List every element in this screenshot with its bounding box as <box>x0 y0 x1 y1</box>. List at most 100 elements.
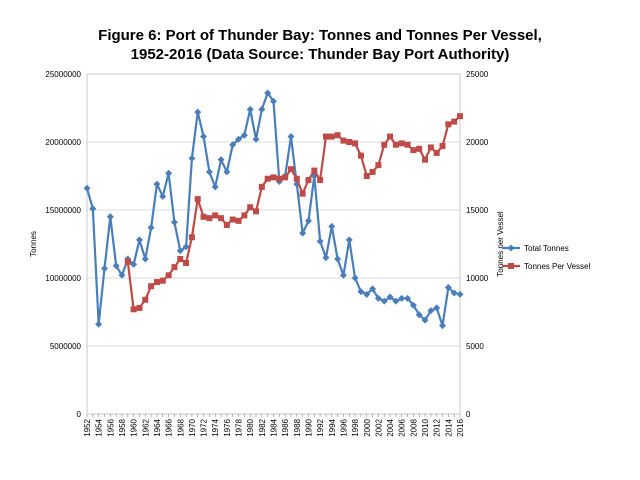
total-tonnes-point <box>287 133 295 141</box>
tonnes-per-vessel-point <box>404 141 411 148</box>
x-tick-label: 2004 <box>386 418 395 436</box>
total-tonnes-point <box>433 304 441 312</box>
tonnes-per-vessel-point <box>276 175 283 182</box>
total-tonnes-point <box>176 247 184 255</box>
total-tonnes-point <box>444 284 452 292</box>
x-tick-label: 1986 <box>281 418 290 436</box>
x-tick-label: 1984 <box>270 418 279 436</box>
x-tick-label: 1970 <box>188 418 197 436</box>
total-tonnes-point <box>170 218 178 226</box>
tonnes-per-vessel-point <box>212 212 219 219</box>
tonnes-per-vessel-point <box>381 141 388 148</box>
tonnes-per-vessel-point <box>194 196 201 203</box>
tonnes-per-vessel-point <box>136 304 143 311</box>
total-tonnes-point <box>398 294 406 302</box>
tonnes-per-vessel-point <box>334 132 341 139</box>
total-tonnes-point <box>95 320 103 328</box>
tonnes-per-vessel-point <box>206 215 213 222</box>
tonnes-per-vessel-point <box>369 168 376 175</box>
x-tick-label: 1958 <box>118 418 127 436</box>
total-tonnes-point <box>130 260 138 268</box>
tonnes-per-vessel-point <box>451 118 458 125</box>
chart-title-line-2: 1952-2016 (Data Source: Thunder Bay Port… <box>131 46 510 63</box>
x-tick-label: 2012 <box>433 418 442 436</box>
x-tick-label: 2016 <box>456 418 465 436</box>
total-tonnes-point <box>246 105 254 113</box>
tonnes-per-vessel-point <box>235 217 242 224</box>
total-tonnes-point <box>456 290 464 298</box>
total-tonnes-point <box>118 271 126 279</box>
x-tick-label: 2002 <box>374 418 383 436</box>
x-tick-label: 2008 <box>409 418 418 436</box>
tonnes-per-vessel-legend-label: Tonnes Per Vessel <box>524 262 590 271</box>
x-tick-label: 1954 <box>95 418 104 436</box>
tonnes-per-vessel-point <box>305 177 312 184</box>
y-tick-label-right: 20000 <box>466 138 489 147</box>
total-tonnes-point <box>135 236 143 244</box>
total-tonnes-point <box>252 135 260 143</box>
total-tonnes-point <box>392 297 400 305</box>
tonnes-per-vessel-point <box>433 149 440 156</box>
total-tonnes-point <box>270 97 277 105</box>
total-tonnes-point <box>439 322 447 330</box>
tonnes-per-vessel-point <box>253 208 260 215</box>
total-tonnes-point <box>322 254 330 262</box>
x-tick-label: 2010 <box>421 418 430 436</box>
tonnes-per-vessel-point <box>346 139 353 145</box>
y-tick-label-right: 25000 <box>466 70 489 79</box>
tonnes-per-vessel-point <box>287 166 294 173</box>
total-tonnes-point <box>205 168 213 176</box>
total-tonnes-point <box>427 307 435 315</box>
x-tick-label: 2006 <box>398 418 407 436</box>
total-tonnes-point <box>182 243 190 251</box>
total-tonnes-point <box>339 271 347 279</box>
tonnes-per-vessel-point <box>229 216 236 223</box>
y-tick-label-right: 5000 <box>466 342 484 351</box>
y-tick-label-left: 15000000 <box>45 206 81 215</box>
x-tick-label: 1988 <box>293 418 302 436</box>
tonnes-per-vessel-point <box>322 133 329 140</box>
total-tonnes-point <box>223 168 231 176</box>
tonnes-per-vessel-point <box>422 156 429 163</box>
x-tick-label: 1998 <box>351 418 360 436</box>
tonnes-per-vessel-point <box>410 147 417 154</box>
x-tick-label: 1990 <box>304 418 313 436</box>
total-tonnes-point <box>380 297 388 305</box>
x-tick-label: 1996 <box>339 418 348 436</box>
tonnes-per-vessel-point <box>457 113 463 120</box>
total-tonnes-point <box>316 237 324 245</box>
legend: Total Tonnes Tonnes Per Vessel <box>502 244 590 271</box>
total-tonnes-point <box>357 288 365 296</box>
x-tick-label: 1980 <box>246 418 255 436</box>
total-tonnes-point <box>409 301 417 309</box>
total-tonnes-point <box>334 255 342 263</box>
total-tonnes-point <box>328 222 336 230</box>
x-tick-label: 2000 <box>363 418 372 436</box>
x-tick-label: 1976 <box>223 418 232 436</box>
tonnes-per-vessel-point <box>299 190 306 197</box>
y-tick-label-left: 5000000 <box>50 342 82 351</box>
x-tick-label: 1962 <box>141 418 150 436</box>
total-tonnes-point <box>147 224 155 232</box>
tonnes-per-vessel-point <box>392 141 399 148</box>
x-tick-label: 1964 <box>153 418 162 436</box>
tonnes-per-vessel-point <box>223 221 230 228</box>
plot-area <box>86 73 461 415</box>
total-tonnes-point <box>363 290 371 298</box>
tonnes-per-vessel-point <box>218 215 225 222</box>
total-tonnes-point <box>258 105 266 113</box>
x-tick-label: 1978 <box>235 418 244 436</box>
tonnes-per-vessel-point <box>427 144 434 151</box>
tonnes-per-vessel-point <box>159 277 166 284</box>
tonnes-per-vessel-point <box>439 143 446 150</box>
y-tick-label-left: 20000000 <box>45 138 81 147</box>
y-tick-label-right: 0 <box>466 410 471 419</box>
y-tick-label-right: 15000 <box>466 206 489 215</box>
x-tick-label: 1968 <box>176 418 185 436</box>
total-tonnes-point <box>229 141 237 149</box>
tonnes-per-vessel-point <box>124 258 131 265</box>
total-tonnes-point <box>264 89 272 97</box>
total-tonnes-legend-marker <box>507 244 515 252</box>
tonnes-per-vessel-point <box>247 204 254 211</box>
